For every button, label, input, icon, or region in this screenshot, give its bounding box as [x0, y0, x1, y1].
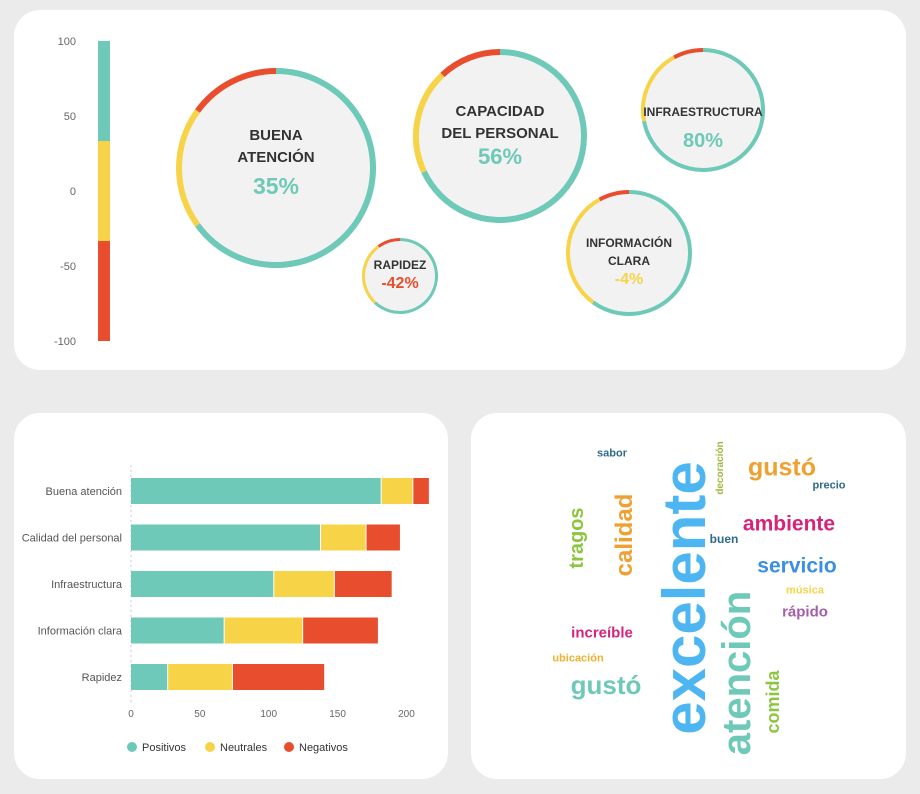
word-cloud-word: gustó [570, 670, 642, 700]
word-cloud-word: gustó [747, 453, 817, 482]
word-cloud-card: excelente atención calidad tragos gustó ambie… [471, 413, 906, 779]
bubble-fill [416, 52, 584, 220]
word-cloud-word: atención [715, 590, 759, 756]
bubble-ring-positive [642, 48, 765, 172]
bubble-label: INFORMACIÓN [586, 235, 672, 250]
bubble-fill [179, 71, 373, 265]
x-tick-label: 150 [329, 709, 346, 720]
bubble-ring-positive [421, 49, 587, 223]
scale-tick-label: -100 [54, 336, 76, 348]
bubble-label: DEL PERSONAL [441, 125, 558, 142]
scale-tick-label: 0 [70, 186, 76, 198]
bar-negativos [334, 571, 392, 597]
word-cloud-word: rápido [782, 603, 828, 621]
bubble-label: CLARA [608, 254, 650, 268]
legend-label: Negativos [299, 742, 348, 754]
bubble-ring-negative [195, 68, 277, 113]
word-cloud-word: decoración [715, 441, 726, 495]
x-tick-label: 0 [128, 709, 134, 720]
bubble-label: BUENA [249, 127, 303, 144]
bubble-ring-negative [598, 190, 630, 202]
bar-positivos [131, 664, 168, 690]
category-label: Infraestructura [51, 579, 123, 591]
bubble-ring-positive [591, 190, 692, 316]
bar-neutrales [274, 571, 334, 597]
bubble-label: INFRAESTRUCTURA [643, 105, 763, 119]
word-cloud-word: ubicación [552, 652, 604, 665]
x-tick-label: 200 [398, 709, 415, 720]
scale-tick-label: 50 [64, 111, 76, 123]
bubble-value: 80% [683, 130, 723, 152]
bubble-ring-negative [673, 48, 704, 60]
bubble-ring-neutral [176, 109, 200, 227]
bubble-ring-positive [195, 68, 376, 268]
word-cloud-word: buen [709, 532, 739, 546]
category-label: Calidad del personal [22, 533, 122, 545]
word-cloud-word: sabor [597, 447, 627, 460]
word-cloud-word: calidad [611, 493, 638, 577]
word-cloud-word: precio [812, 479, 846, 492]
category-label: Rapidez [82, 672, 122, 684]
legend-label: Positivos [142, 742, 187, 754]
word-cloud-word: música [786, 584, 824, 597]
bubble-ring-neutral [641, 55, 676, 122]
bar-neutrales [168, 664, 232, 690]
scale-segment-neutral [98, 141, 110, 241]
bubble-value: -42% [381, 275, 418, 292]
word-cloud-word: excelente [651, 461, 718, 735]
bar-positivos [131, 617, 224, 644]
bubble-fill [363, 239, 437, 313]
category-label: Buena atención [46, 486, 122, 498]
x-tick-label: 100 [260, 709, 277, 720]
stacked-bar-chart: Buena atención Calidad del personal Infrae… [22, 465, 429, 754]
bubble-ring-negative [440, 49, 501, 77]
bubble-value: -4% [615, 271, 643, 288]
bubble-ring-neutral [413, 72, 445, 174]
legend-swatch [205, 742, 215, 752]
bubble-value: 35% [253, 173, 299, 199]
legend-swatch [284, 742, 294, 752]
bar-positivos [131, 571, 274, 597]
bar-neutrales [321, 524, 366, 551]
category-label: Información clara [38, 626, 123, 638]
word-cloud-word: increíble [571, 624, 633, 642]
bar-negativos [232, 664, 325, 690]
bubble-ring-neutral [362, 245, 380, 304]
scale-tick-label: 100 [58, 36, 76, 48]
bar-neutrales [381, 478, 413, 504]
scale-tick-label: -50 [60, 261, 76, 273]
bar-negativos [303, 617, 378, 644]
bubble-ring-neutral [566, 197, 601, 304]
bar-positivos [131, 478, 381, 504]
legend-swatch [127, 742, 137, 752]
bubble-value: 56% [478, 144, 522, 169]
scale-segment-positive [98, 41, 110, 141]
bubble-fill [643, 50, 763, 170]
bubble-fill [568, 192, 690, 314]
bubble-label: ATENCIÓN [237, 148, 314, 166]
x-tick-label: 50 [194, 709, 206, 720]
scale-segment-negative [98, 241, 110, 341]
bubble-chart: 100 50 0 -50 -100 BUENA ATENCIÓN 35% CAPACIDAD DE… [54, 36, 765, 348]
bar-chart-card: Buena atención Calidad del personal Infrae… [14, 413, 448, 779]
word-cloud-word: comida [763, 670, 783, 734]
word-cloud-word: ambiente [742, 512, 836, 536]
bar-negativos [366, 524, 400, 551]
bar-neutrales [224, 617, 303, 644]
word-cloud-word: servicio [757, 554, 837, 578]
bubble-ring-negative [377, 238, 401, 248]
bubble-label: RAPIDEZ [374, 258, 427, 272]
bar-positivos [131, 524, 321, 551]
bubble-ring-positive [373, 238, 438, 314]
legend-label: Neutrales [220, 742, 268, 754]
bar-negativos [413, 478, 429, 504]
bubble-label: CAPACIDAD [456, 103, 545, 120]
bubble-chart-card: 100 50 0 -50 -100 BUENA ATENCIÓN 35% CAPACIDAD DE… [14, 10, 906, 370]
word-cloud-word: tragos [566, 507, 588, 569]
